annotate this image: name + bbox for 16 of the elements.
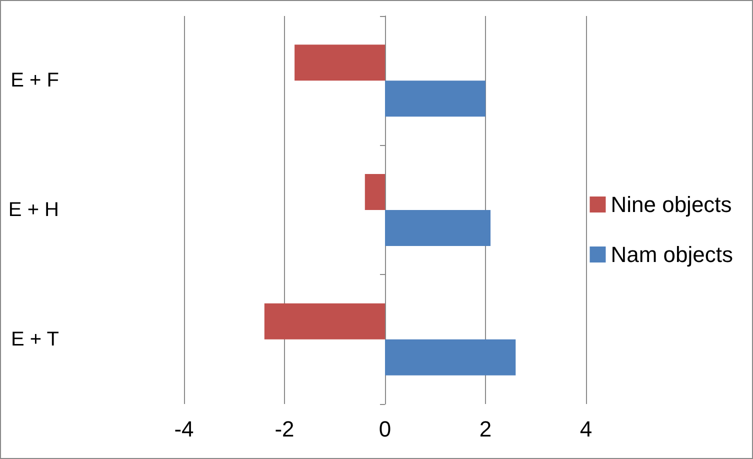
- y-tick-label: E + T: [11, 328, 59, 350]
- legend-label: Nam objects: [610, 242, 734, 267]
- bar: [364, 174, 385, 210]
- x-tick-label: 4: [580, 416, 592, 442]
- y-tick-label: E + F: [10, 70, 59, 92]
- bar: [385, 210, 491, 246]
- x-tick-label: 0: [378, 416, 392, 442]
- x-tick-label: -2: [274, 416, 294, 442]
- bar: [385, 80, 486, 117]
- legend-label: Nine objects: [610, 192, 732, 217]
- x-tick-label: -4: [174, 416, 194, 442]
- bar: [264, 303, 385, 340]
- bar: [385, 339, 516, 376]
- bar: [294, 44, 385, 81]
- y-tick-label: E + H: [8, 199, 59, 221]
- x-tick-label: 2: [479, 416, 492, 442]
